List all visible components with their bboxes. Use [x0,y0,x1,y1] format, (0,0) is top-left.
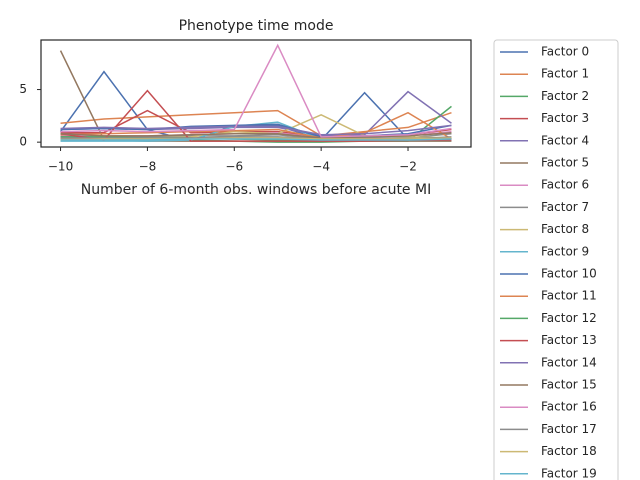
plot-frame [40,39,472,148]
legend-label: Factor 3 [541,111,589,125]
series-line [60,137,452,141]
legend-label: Factor 4 [541,133,589,147]
legend-label: Factor 5 [541,156,589,170]
series-line [60,124,452,136]
legend-label: Factor 10 [541,267,597,281]
legend-label: Factor 7 [541,200,589,214]
legend-label: Factor 13 [541,333,597,347]
series-line [60,43,452,138]
legend-label: Factor 2 [541,89,589,103]
legend-label: Factor 12 [541,311,597,325]
legend-label: Factor 19 [541,466,597,480]
y-tick-label: 5 [19,82,27,96]
x-tick-label: −10 [48,160,73,174]
x-tick-label: −4 [312,160,330,174]
series-line [60,109,452,137]
series-line [60,131,452,139]
legend-label: Factor 17 [541,422,597,436]
legend-label: Factor 9 [541,244,589,258]
legend-label: Factor 6 [541,178,589,192]
legend-label: Factor 1 [541,67,589,81]
legend-label: Factor 14 [541,355,597,369]
legend-label: Factor 15 [541,378,597,392]
x-tick-label: −2 [399,160,417,174]
x-tick-label: −6 [225,160,243,174]
legend-label: Factor 11 [541,289,597,303]
series-line [60,138,452,141]
legend-box [493,39,619,480]
legend-label: Factor 16 [541,400,597,414]
legend-label: Factor 0 [541,45,589,59]
legend-label: Factor 18 [541,444,597,458]
series-line [60,111,452,140]
chart-title: Phenotype time mode [179,18,334,34]
legend-label: Factor 8 [541,222,589,236]
x-axis-label: Number of 6-month obs. windows before ac… [81,182,431,198]
y-tick-label: 0 [19,135,27,149]
x-tick-label: −8 [139,160,157,174]
